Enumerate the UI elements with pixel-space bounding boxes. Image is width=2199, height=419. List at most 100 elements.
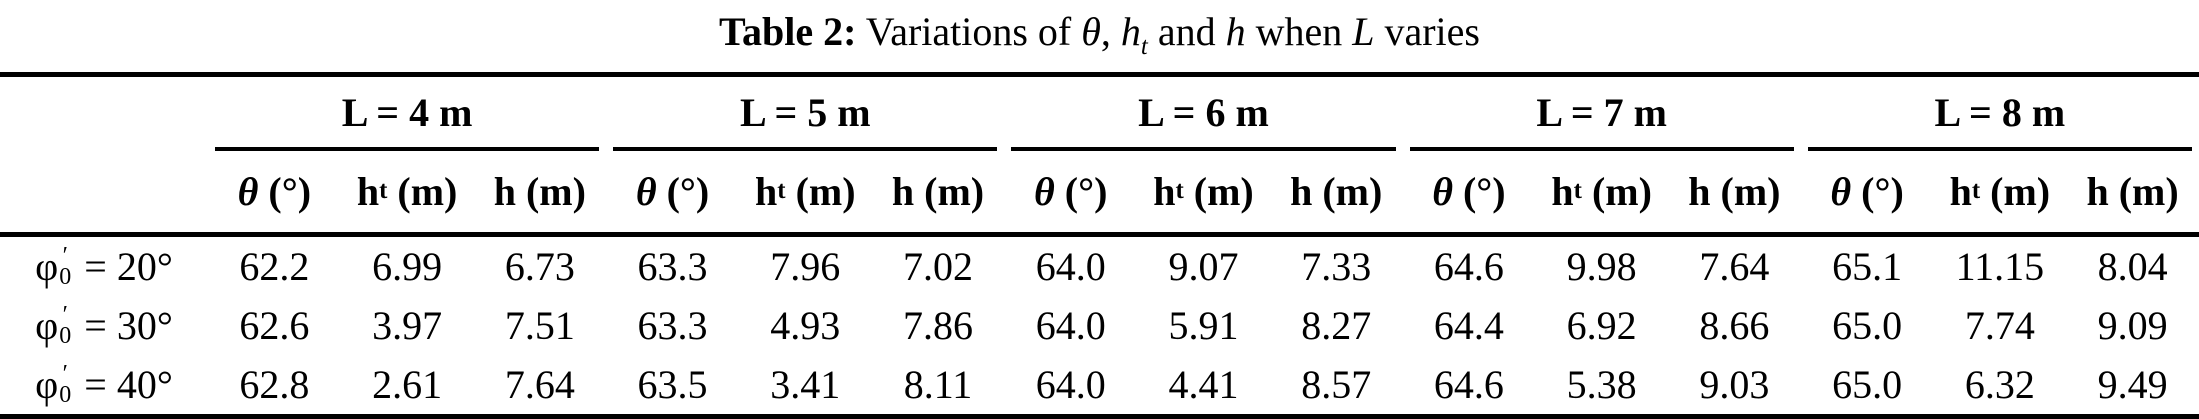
data-cell: 62.2 [239,244,310,289]
data-cell: 7.86 [903,303,974,348]
row-phi20-l6: 64.0 9.07 7.33 [1004,237,1402,296]
phi-prime-zero-stack: ′ 0 [59,302,72,349]
data-cell: 8.11 [903,362,973,407]
caption-and: and [1147,9,1226,54]
caption-ht-symbol: h [1120,9,1141,54]
theta-symbol: θ [635,169,657,214]
row-phi30-l7: 64.4 6.92 8.66 [1403,296,1801,355]
col-header-theta: θ (°) [1403,151,1536,232]
data-cell: 6.32 [1964,362,2035,407]
data-cell: 64.4 [1433,303,1504,348]
data-cell: 7.33 [1301,244,1372,289]
data-cell: 4.93 [770,303,841,348]
data-cell: 9.07 [1168,244,1239,289]
ht-subscript: t [777,177,786,205]
data-cell: 63.3 [637,244,708,289]
data-cell: 5.91 [1168,303,1239,348]
theta-unit: (°) [1452,169,1506,214]
theta-symbol: θ [1432,169,1453,214]
h-symbol: h [891,169,915,214]
theta-symbol: θ [237,169,259,214]
h-symbol: h [1688,169,1711,214]
table-row-phi30: φ ′ 0 = 30° 62.6 3.97 7.51 63.3 4.93 7.86 … [0,296,2199,355]
row-phi40-l7: 64.6 5.38 9.03 [1403,355,1801,414]
data-cell: 4.41 [1168,362,1239,407]
data-cell: 8.66 [1699,303,1770,348]
data-cell: 64.0 [1035,244,1106,289]
data-cell: 63.3 [637,303,708,348]
column-group-header-l5: L = 5 m [613,77,998,151]
data-cell: 62.8 [239,362,310,407]
ht-unit: (m) [1183,169,1254,214]
ht-subscript: t [1175,177,1184,205]
ht-subscript: t [1971,177,1981,205]
data-cell: 65.1 [1832,244,1903,289]
data-cell: 3.97 [372,303,443,348]
col-header-theta: θ (°) [1801,151,1934,232]
data-cell: 9.49 [2097,362,2168,407]
column-group-header-l4: L = 4 m [215,77,600,151]
data-cell: 63.5 [637,362,708,407]
column-group-l7: L = 7 m [1403,77,1801,151]
data-cell: 64.6 [1433,244,1504,289]
phi-prime-zero-stack: ′ 0 [59,362,72,408]
subscript-zero: 0 [59,381,72,408]
ht-symbol: h [1949,169,1972,214]
row-phi40-l4: 62.8 2.61 7.64 [208,355,606,414]
column-group-l8: L = 8 m [1801,77,2199,151]
ht-symbol: h [356,169,380,214]
phi-prime-zero-stack: ′ 0 [59,243,71,289]
equals-sign: = [74,303,117,348]
ht-subscript: t [1573,177,1582,205]
caption-L-symbol: L [1352,9,1375,54]
ht-symbol: h [1153,169,1176,214]
table-row-phi20: φ ′ 0 = 20° 62.2 6.99 6.73 63.3 7.96 7.02 … [0,237,2199,296]
ht-unit: (m) [1980,169,2051,214]
col-header-h: h (m) [1270,151,1403,232]
phi-symbol: φ [35,244,59,289]
col-header-h: h (m) [1668,151,1801,232]
data-cell: 9.09 [2097,303,2168,348]
data-cell: 64.6 [1433,362,1504,407]
prime-mark: ′ [62,302,68,329]
ht-symbol: h [755,169,778,214]
col-header-h: h (m) [473,151,606,232]
theta-symbol: θ [1034,169,1055,214]
col-header-theta: θ (°) [208,151,341,232]
data-cell: 2.61 [372,362,443,407]
data-cell: 6.73 [504,244,575,289]
caption-h-symbol: h [1225,9,1246,54]
equals-sign: = [74,362,117,407]
col-header-theta: θ (°) [606,151,739,232]
data-cell: 7.02 [903,244,974,289]
data-cell: 7.64 [504,362,575,407]
data-cell: 65.0 [1832,303,1903,348]
h-symbol: h [493,169,516,214]
data-cell: 7.74 [1964,303,2035,348]
h-unit: (m) [515,169,586,214]
column-group-l6: L = 6 m [1004,77,1402,151]
table-caption-number: Table 2: [719,9,857,54]
column-group-header-l8: L = 8 m [1807,77,2192,151]
prime-mark: ′ [62,243,68,270]
phi-value: 20° [116,244,173,289]
ht-unit: (m) [387,169,458,214]
table-row-phi40: φ ′ 0 = 40° 62.8 2.61 7.64 63.5 3.41 8.11 … [0,355,2199,414]
theta-unit: (°) [258,169,312,214]
subscript-zero: 0 [59,322,72,349]
row-phi30-l5: 63.3 4.93 7.86 [606,296,1004,355]
data-cell: 62.6 [239,303,310,348]
data-cell: 11.15 [1955,244,2045,289]
caption-text: Variations of [856,9,1082,54]
data-cell: 8.27 [1301,303,1372,348]
col-header-theta: θ (°) [1004,151,1137,232]
